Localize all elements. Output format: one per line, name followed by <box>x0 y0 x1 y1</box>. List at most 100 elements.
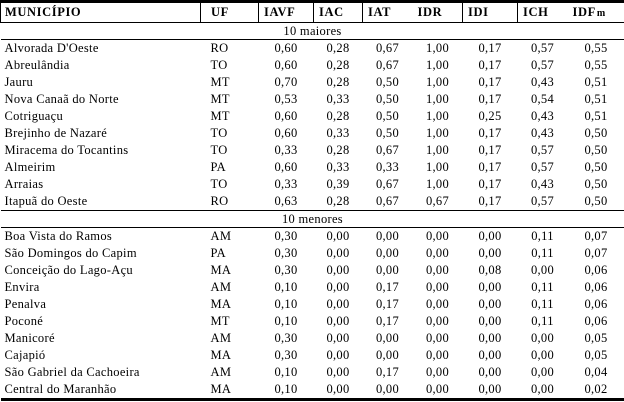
index-value-cell: 0,10 <box>274 314 298 328</box>
municipality-cell: Envira <box>4 280 40 294</box>
index-value-cell: 0,17 <box>478 92 502 106</box>
index-value-cell: 0,57 <box>530 41 555 55</box>
uf-cell: TO <box>210 143 228 157</box>
index-value-cell: 0,00 <box>425 246 450 260</box>
index-value-cell: 0,28 <box>326 194 350 208</box>
index-value-cell: 0,30 <box>274 331 298 345</box>
index-value-cell: 0,00 <box>326 365 350 379</box>
column-header-uf: UF <box>200 1 259 23</box>
table-row: Arraias TO 0,33 0,39 0,67 1,00 0,17 0,43 0,50 <box>1 176 624 193</box>
index-value-cell: 0,50 <box>375 126 400 140</box>
index-value-cell: 0,50 <box>584 126 608 140</box>
column-header-label: IDI <box>468 5 489 19</box>
column-header-label: MUNICÍPIO <box>5 5 82 19</box>
index-value-cell: 0,51 <box>584 109 608 123</box>
uf-cell: AM <box>210 280 232 294</box>
index-value-cell: 0,00 <box>375 331 400 345</box>
uf-cell: AM <box>210 229 232 243</box>
index-value-cell: 0,30 <box>274 263 298 277</box>
index-value-cell: 1,00 <box>425 58 450 72</box>
municipality-cell: Nova Canaã do Norte <box>4 92 119 106</box>
municipality-cell: Itapuã do Oeste <box>4 194 88 208</box>
municipality-cell: Alvorada D'Oeste <box>4 41 99 55</box>
table-row: Envira AM 0,10 0,00 0,17 0,00 0,00 0,11 0,06 <box>1 279 624 296</box>
municipality-cell: Penalva <box>4 297 47 311</box>
index-value-cell: 0,17 <box>375 280 400 294</box>
index-value-cell: 0,00 <box>425 331 450 345</box>
column-header-idi: IDI <box>462 1 518 23</box>
table-row: Alvorada D'Oeste RO 0,60 0,28 0,67 1,00 0,17 0,… <box>1 40 624 58</box>
index-value-cell: 0,00 <box>326 382 350 396</box>
index-value-cell: 0,30 <box>274 246 298 260</box>
index-value-cell: 0,43 <box>530 177 555 191</box>
index-value-cell: 0,33 <box>326 160 350 174</box>
section-title: 10 menores <box>0 210 624 228</box>
index-value-cell: 0,06 <box>584 297 608 311</box>
table-row: Cotriguaçu MT 0,60 0,28 0,50 1,00 0,25 0,43 0,51 <box>1 108 624 125</box>
index-value-cell: 0,17 <box>478 160 502 174</box>
index-value-cell: 0,00 <box>375 263 400 277</box>
index-value-cell: 0,10 <box>274 382 298 396</box>
index-value-cell: 0,00 <box>375 348 400 362</box>
uf-cell: MT <box>210 92 230 106</box>
municipality-cell: Miracema do Tocantins <box>4 143 129 157</box>
index-value-cell: 0,17 <box>478 58 502 72</box>
index-value-cell: 0,00 <box>530 263 555 277</box>
index-value-cell: 1,00 <box>425 143 450 157</box>
uf-cell: TO <box>210 58 228 72</box>
table-row: Miracema do Tocantins TO 0,33 0,28 0,67 1,00 0… <box>1 142 624 159</box>
index-value-cell: 0,00 <box>478 297 502 311</box>
table-row: Nova Canaã do Norte MT 0,53 0,33 0,50 1,00 0,1… <box>1 91 624 108</box>
index-value-cell: 1,00 <box>425 177 450 191</box>
column-header-idr: IDR <box>412 1 463 23</box>
index-value-cell: 0,00 <box>326 297 350 311</box>
index-value-cell: 0,00 <box>530 331 555 345</box>
table-row: Conceição do Lago-Açu MA 0,30 0,00 0,00 0,00 0… <box>1 262 624 279</box>
index-value-cell: 0,00 <box>478 365 502 379</box>
column-header-iac: IAC <box>313 1 363 23</box>
index-value-cell: 0,43 <box>530 126 555 140</box>
uf-cell: MA <box>210 297 232 311</box>
column-header-label: IDF <box>572 5 596 19</box>
index-value-cell: 0,00 <box>478 246 502 260</box>
index-value-cell: 0,00 <box>530 348 555 362</box>
index-value-cell: 0,55 <box>584 58 608 72</box>
index-value-cell: 0,17 <box>478 75 502 89</box>
uf-cell: MT <box>210 109 230 123</box>
uf-cell: AM <box>210 365 232 379</box>
index-value-cell: 0,11 <box>531 314 554 328</box>
municipality-cell: Cotriguaçu <box>4 109 64 123</box>
index-value-cell: 0,50 <box>584 143 608 157</box>
table-header: MUNICÍPIO UF IAVF IAC IAT IDR IDI ICH IDFm <box>0 1 624 23</box>
section-title-row-10-menores: 10 menores <box>0 210 624 228</box>
index-value-cell: 0,28 <box>326 58 350 72</box>
index-value-cell: 0,00 <box>425 229 450 243</box>
index-value-cell: 0,60 <box>274 126 298 140</box>
municipality-cell: Conceição do Lago-Açu <box>4 263 133 277</box>
table-row: São Gabriel da Cachoeira AM 0,10 0,00 0,17 0,… <box>1 364 624 381</box>
municipality-cell: Jauru <box>4 75 34 89</box>
index-value-cell: 0,04 <box>584 365 608 379</box>
index-value-cell: 0,50 <box>584 177 608 191</box>
table-row: Manicoré AM 0,30 0,00 0,00 0,00 0,00 0,00 0,05 <box>1 330 624 347</box>
index-value-cell: 0,60 <box>274 160 298 174</box>
index-value-cell: 0,28 <box>326 109 350 123</box>
index-value-cell: 0,00 <box>478 314 502 328</box>
index-value-cell: 0,50 <box>584 194 608 208</box>
index-value-cell: 0,17 <box>478 41 502 55</box>
uf-cell: MA <box>210 348 232 362</box>
index-value-cell: 0,70 <box>274 75 298 89</box>
index-value-cell: 0,50 <box>375 75 400 89</box>
index-value-cell: 0,00 <box>425 314 450 328</box>
column-header-label: IAVF <box>264 5 296 19</box>
table-body: 10 maiores Alvorada D'Oeste RO 0,60 0,28 0,67… <box>0 22 624 400</box>
index-value-cell: 0,00 <box>326 263 350 277</box>
index-value-cell: 0,00 <box>478 348 502 362</box>
index-value-cell: 0,06 <box>584 314 608 328</box>
table-row: Jauru MT 0,70 0,28 0,50 1,00 0,17 0,43 0,51 <box>1 74 624 91</box>
index-value-cell: 0,17 <box>478 126 502 140</box>
uf-cell: TO <box>210 177 228 191</box>
index-value-cell: 0,57 <box>530 143 555 157</box>
index-value-cell: 0,50 <box>375 109 400 123</box>
